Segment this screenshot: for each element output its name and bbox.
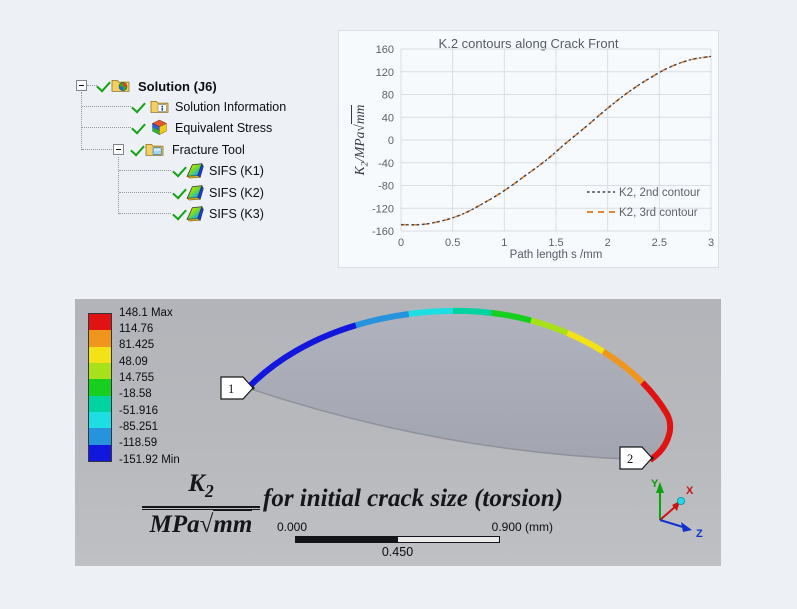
tree-item-label: SIFS (K2): [209, 186, 264, 200]
checkmark-icon: [96, 77, 111, 93]
chart-x-axis-label: Path length s /mm: [509, 249, 603, 261]
chart-y-axis-label: K2/MPa√mm: [351, 104, 371, 176]
svg-text:-160: -160: [372, 226, 394, 238]
svg-text:2: 2: [627, 452, 633, 466]
svg-text:40: 40: [382, 112, 394, 124]
tree-item-label: Solution Information: [175, 100, 287, 114]
fraction-bar: [142, 506, 260, 510]
solution-folder-icon: [111, 77, 130, 93]
tree-connector: [119, 170, 171, 171]
svg-text:2: 2: [605, 237, 611, 249]
fracture-tool-folder-icon: [145, 141, 164, 157]
collapse-toggle-icon[interactable]: [76, 80, 87, 91]
sifs-result-icon: [185, 162, 205, 179]
solution-information-icon: [150, 98, 169, 114]
tree-item-label: Equivalent Stress: [175, 121, 273, 135]
checkmark-icon: [131, 98, 146, 114]
tree-connector: [119, 192, 171, 193]
tree-connector: [87, 85, 97, 86]
svg-text:160: 160: [376, 44, 394, 56]
annotation-tag-1: 1: [220, 376, 255, 400]
tree-item-label: SIFS (K1): [209, 164, 264, 178]
tree-item-sifs-k3[interactable]: SIFS (K3): [75, 204, 325, 223]
tree-connector: [82, 106, 131, 107]
z-axis-arrow: [681, 522, 692, 532]
tree-item-label: SIFS (K3): [209, 207, 264, 221]
chart-title: K.2 contours along Crack Front: [438, 36, 619, 51]
ruler-bar: [295, 536, 500, 543]
tree-connector: [119, 213, 171, 214]
collapse-toggle-icon[interactable]: [113, 144, 124, 155]
tree-item-label: Fracture Tool: [172, 143, 245, 157]
sifs-result-icon: [185, 205, 205, 222]
result-caption: for initial crack size (torsion): [263, 485, 564, 512]
y-axis-arrow: [656, 482, 664, 493]
svg-text:0: 0: [398, 237, 404, 249]
sifs-result-icon: [185, 184, 205, 201]
tree-connector: [82, 149, 112, 150]
tree-item-label: Solution (J6): [138, 79, 217, 94]
crack-front-contour: [245, 307, 674, 463]
tree-connector: [118, 157, 119, 214]
stress-cube-icon: [151, 119, 168, 136]
checkmark-icon: [131, 119, 146, 135]
ruler-mid-label: 0.450: [381, 545, 414, 559]
svg-text:1.5: 1.5: [548, 237, 563, 249]
svg-text:1: 1: [228, 382, 234, 396]
coordinate-triad[interactable]: Y X Z: [625, 477, 710, 539]
contour-color-legend: 148.1 Max 114.76 81.425 48.09 14.755 -18.58 -5…: [88, 307, 180, 466]
svg-text:-40: -40: [378, 158, 394, 170]
checkmark-icon: [130, 141, 145, 157]
tree-connector: [81, 92, 82, 150]
crack-face-surface: [248, 310, 671, 460]
chart-plot-area: 0 0.5 1 1.5 2 2.5 3 160 120 80 40 0 -40 -80 -120 -160 K2…: [372, 44, 714, 249]
color-band-labels: 148.1 Max 114.76 81.425 48.09 14.755 -18.58 -5…: [119, 306, 180, 466]
svg-text:K2, 3rd contour: K2, 3rd contour: [619, 207, 698, 219]
svg-text:80: 80: [382, 90, 394, 102]
tree-item-fracture-tool[interactable]: Fracture Tool: [75, 140, 325, 159]
k2-contour-chart: K.2 contours along Crack Front 0 0.5 1 1.5 2…: [338, 30, 719, 268]
tree-item-sifs-k2[interactable]: SIFS (K2): [75, 183, 325, 202]
tree-item-sifs-k1[interactable]: SIFS (K1): [75, 161, 325, 180]
tree-item-solution[interactable]: Solution (J6): [75, 76, 325, 95]
y-axis-label: Y: [651, 478, 659, 490]
svg-text:2.5: 2.5: [652, 237, 667, 249]
ruler-max-label: 0.900 (mm): [491, 520, 553, 534]
x-axis-label: X: [686, 485, 694, 497]
model-scale-ruler: 0.000 0.900 (mm) 0.450: [277, 520, 553, 562]
z-axis-label: Z: [696, 528, 703, 539]
tree-connector: [82, 127, 131, 128]
3d-viewport[interactable]: 1 2 148.1 Max 114.76 81.425 48.09 14.755 -18.…: [75, 299, 721, 566]
svg-text:1: 1: [501, 237, 507, 249]
ruler-min-label: 0.000: [277, 520, 308, 534]
color-bands: [88, 313, 112, 462]
svg-text:-120: -120: [372, 203, 394, 215]
svg-text:120: 120: [376, 67, 394, 79]
svg-text:3: 3: [708, 237, 714, 249]
svg-text:K2, 2nd contour: K2, 2nd contour: [619, 187, 700, 199]
tree-item-equivalent-stress[interactable]: Equivalent Stress: [75, 118, 325, 137]
svg-text:0.5: 0.5: [445, 237, 460, 249]
svg-text:-80: -80: [378, 181, 394, 193]
svg-text:0: 0: [388, 135, 394, 147]
model-tree: Solution (J6) Solution Information Equiv…: [75, 75, 325, 235]
tree-item-solution-information[interactable]: Solution Information: [75, 97, 325, 116]
x-axis-sphere: [677, 496, 686, 505]
annotation-tag-2: 2: [619, 446, 654, 470]
crack-face-graphic: 1 2: [220, 307, 674, 470]
result-formula: K2 MPa√mm: [137, 471, 265, 539]
